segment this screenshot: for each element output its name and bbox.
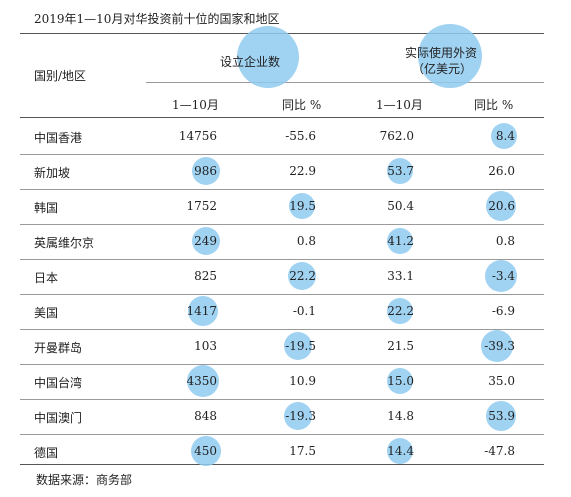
row-divider	[20, 189, 544, 190]
country-name: 德国	[34, 446, 59, 460]
highlight-bubble	[288, 193, 315, 219]
highlight-bubble	[186, 365, 219, 397]
data-source: 数据来源：商务部	[36, 473, 133, 487]
firms-yoy: 22.2	[289, 269, 316, 283]
bottom-rule	[20, 464, 544, 465]
country-name: 中国台湾	[34, 376, 83, 390]
highlight-bubble	[485, 401, 516, 431]
group-header-rule	[146, 82, 544, 83]
fdi-yoy: -6.9	[491, 304, 515, 318]
firms-count: 825	[194, 269, 217, 283]
fdi-yoy: -3.4	[491, 269, 515, 283]
country-name: 韩国	[34, 201, 59, 215]
firms-yoy-header: 同比 %	[282, 98, 322, 112]
fdi-amount: 14.8	[387, 409, 414, 423]
country-name: 日本	[34, 271, 59, 285]
fdi-yoy: -39.3	[484, 339, 515, 353]
firms-count: 103	[194, 339, 217, 353]
firms-yoy: -19.5	[285, 339, 316, 353]
highlight-bubble	[491, 123, 518, 149]
firms-count: 986	[194, 164, 217, 178]
row-divider	[20, 399, 544, 400]
fdi-period-header: 1—10月	[376, 98, 423, 112]
fdi-yoy: 53.9	[488, 409, 515, 423]
header-bubble-firms	[237, 26, 299, 88]
highlight-bubble	[284, 402, 312, 430]
highlight-bubble	[192, 227, 221, 255]
row-divider	[20, 434, 544, 435]
highlight-bubble	[191, 436, 222, 466]
header-bottom-rule	[20, 117, 544, 118]
fdi-group-header-unit: （亿美元）	[412, 62, 473, 76]
fdi-yoy: 26.0	[488, 164, 515, 178]
fdi-amount: 15.0	[387, 374, 414, 388]
highlight-bubble	[386, 298, 413, 324]
fdi-yoy: 8.4	[495, 129, 515, 143]
highlight-bubble	[386, 438, 413, 464]
fdi-amount: 14.4	[387, 444, 414, 458]
country-column-header: 国别/地区	[34, 69, 87, 83]
fdi-amount: 21.5	[387, 339, 414, 353]
firms-count: 1752	[186, 199, 217, 213]
firms-count: 4350	[186, 374, 217, 388]
firms-yoy: -19.3	[285, 409, 316, 423]
fdi-yoy: 0.8	[495, 234, 515, 248]
firms-count: 14756	[178, 129, 217, 143]
highlight-bubble	[386, 228, 413, 254]
fdi-amount: 22.2	[387, 304, 414, 318]
row-divider	[20, 259, 544, 260]
highlight-bubble	[386, 158, 413, 184]
firms-yoy: 17.5	[289, 444, 316, 458]
highlight-bubble	[187, 296, 218, 326]
fdi-yoy: 35.0	[488, 374, 515, 388]
row-divider	[20, 329, 544, 330]
country-name: 美国	[34, 306, 59, 320]
firms-count: 450	[194, 444, 217, 458]
highlight-bubble	[192, 157, 221, 185]
firms-group-header: 设立企业数	[220, 55, 281, 69]
highlight-bubble	[481, 330, 513, 362]
firms-yoy: 0.8	[296, 234, 316, 248]
fdi-yoy: 20.6	[488, 199, 515, 213]
firms-period-header: 1—10月	[172, 98, 219, 112]
fdi-yoy: -47.8	[484, 444, 515, 458]
row-divider	[20, 224, 544, 225]
firms-yoy: 19.5	[289, 199, 316, 213]
highlight-bubble	[485, 191, 516, 221]
fdi-group-header: 实际使用外资	[405, 46, 478, 60]
firms-count: 848	[194, 409, 217, 423]
country-name: 中国澳门	[34, 411, 83, 425]
firms-yoy: 22.9	[289, 164, 316, 178]
firms-count: 1417	[186, 304, 217, 318]
fdi-yoy-header: 同比 %	[474, 98, 514, 112]
country-name: 开曼群岛	[34, 341, 83, 355]
firms-yoy: -0.1	[292, 304, 316, 318]
country-name: 新加坡	[34, 166, 71, 180]
fdi-amount: 33.1	[387, 269, 414, 283]
row-divider	[20, 154, 544, 155]
fdi-amount: 53.7	[387, 164, 414, 178]
highlight-bubble	[287, 262, 316, 290]
fdi-amount: 762.0	[379, 129, 414, 143]
fdi-amount: 50.4	[387, 199, 414, 213]
row-divider	[20, 364, 544, 365]
row-divider	[20, 294, 544, 295]
header-bubble-fdi	[418, 24, 482, 88]
highlight-bubble	[284, 332, 312, 360]
firms-yoy: 10.9	[289, 374, 316, 388]
highlight-bubble	[484, 260, 517, 292]
firms-count: 249	[194, 234, 217, 248]
firms-yoy: -55.6	[285, 129, 316, 143]
table-title: 2019年1—10月对华投资前十位的国家和地区	[34, 12, 280, 26]
country-name: 英属维尔京	[34, 236, 95, 250]
country-name: 中国香港	[34, 131, 83, 145]
fdi-amount: 41.2	[387, 234, 414, 248]
highlight-bubble	[386, 368, 413, 394]
